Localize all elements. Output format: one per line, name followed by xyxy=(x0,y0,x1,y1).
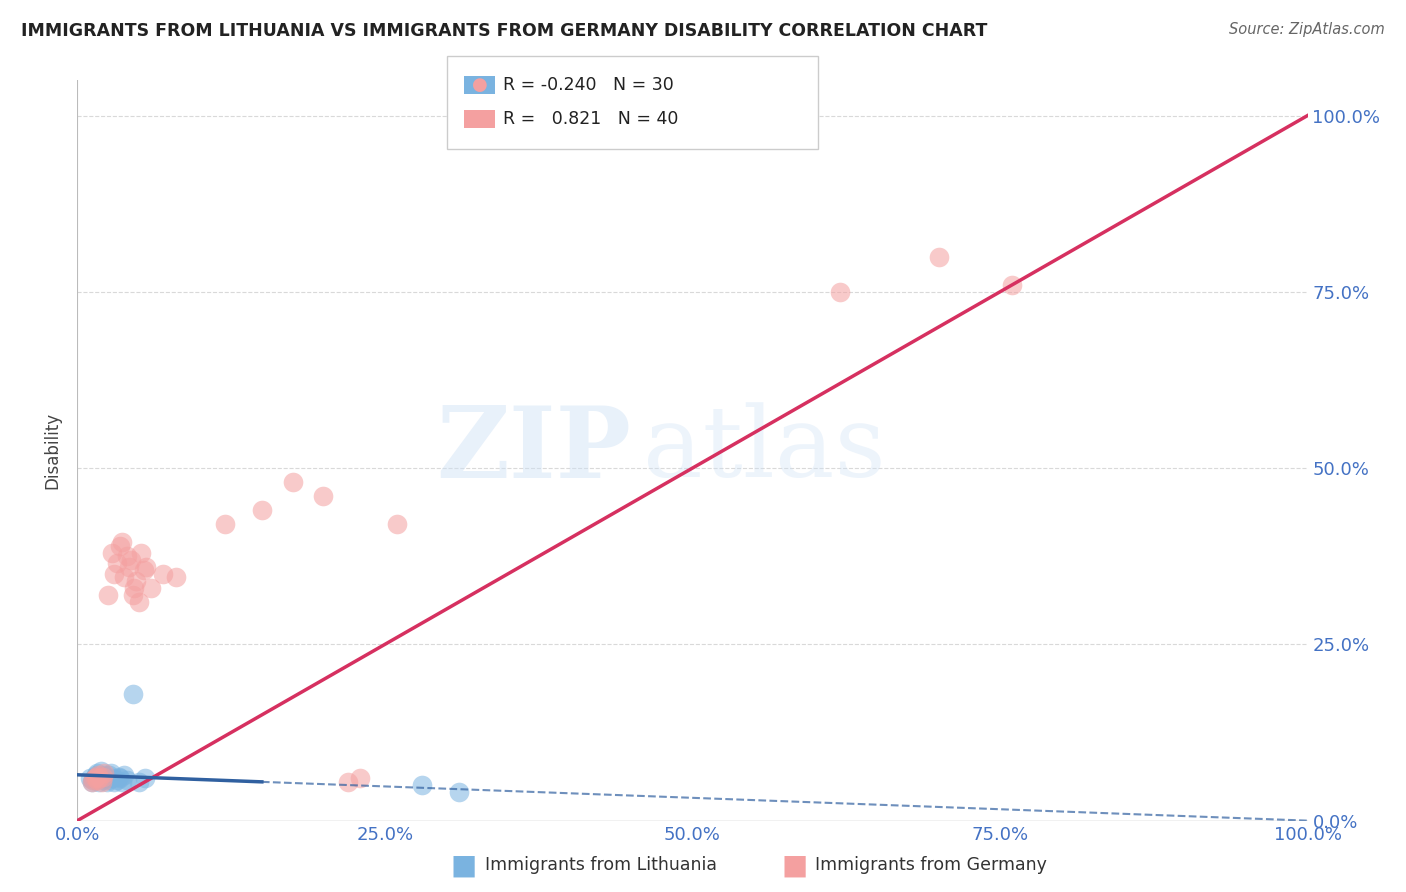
Point xyxy=(84,768,107,782)
Point xyxy=(100,765,122,780)
Point xyxy=(110,539,132,553)
Point xyxy=(98,768,121,782)
Point xyxy=(112,570,135,584)
Text: ■: ■ xyxy=(451,851,477,880)
Point xyxy=(128,775,150,789)
Point xyxy=(105,772,128,787)
Point xyxy=(135,559,157,574)
Point xyxy=(87,772,110,786)
Point xyxy=(97,772,120,787)
Point xyxy=(82,772,104,787)
Point xyxy=(89,775,111,789)
Point xyxy=(411,778,433,792)
Point xyxy=(121,687,143,701)
Point xyxy=(830,285,852,299)
Point xyxy=(447,785,470,799)
Point xyxy=(86,772,108,787)
Point xyxy=(90,764,112,779)
Point xyxy=(93,765,115,780)
Point xyxy=(141,581,163,595)
Text: R = -0.240   N = 30: R = -0.240 N = 30 xyxy=(503,76,673,94)
Point xyxy=(90,775,114,789)
Point xyxy=(115,549,138,564)
Point xyxy=(165,570,187,584)
Point xyxy=(128,595,150,609)
Text: ZIP: ZIP xyxy=(436,402,631,499)
Point xyxy=(152,566,174,581)
Point xyxy=(132,563,155,577)
Point xyxy=(214,517,236,532)
Point xyxy=(121,553,143,567)
Point xyxy=(129,546,153,560)
Point xyxy=(103,566,125,581)
Point xyxy=(103,775,125,789)
Point xyxy=(84,770,107,784)
Text: atlas: atlas xyxy=(644,402,886,499)
Point xyxy=(121,588,143,602)
Point xyxy=(349,772,371,786)
Point xyxy=(337,775,360,789)
Text: Immigrants from Lithuania: Immigrants from Lithuania xyxy=(485,856,717,874)
Point xyxy=(125,574,148,588)
Point xyxy=(312,489,335,503)
Point xyxy=(1001,277,1024,292)
Point xyxy=(82,772,104,787)
Point xyxy=(79,772,101,786)
Point xyxy=(110,772,132,786)
Point xyxy=(93,768,115,782)
Point xyxy=(111,535,132,549)
Text: Source: ZipAtlas.com: Source: ZipAtlas.com xyxy=(1229,22,1385,37)
Text: IMMIGRANTS FROM LITHUANIA VS IMMIGRANTS FROM GERMANY DISABILITY CORRELATION CHAR: IMMIGRANTS FROM LITHUANIA VS IMMIGRANTS … xyxy=(21,22,987,40)
Point xyxy=(87,768,110,782)
Point xyxy=(90,772,114,787)
Text: ■: ■ xyxy=(782,851,807,880)
Point xyxy=(115,772,138,787)
Point xyxy=(94,772,117,786)
Point xyxy=(89,772,111,786)
Point xyxy=(111,775,132,789)
Point xyxy=(91,770,114,784)
Point xyxy=(250,503,273,517)
Point xyxy=(83,772,105,786)
Point xyxy=(385,517,409,532)
Point xyxy=(83,770,105,784)
Text: ●: ● xyxy=(471,76,488,94)
Point xyxy=(82,775,104,789)
Point xyxy=(97,588,120,602)
Point xyxy=(134,772,156,786)
Point xyxy=(96,775,118,789)
Point xyxy=(101,546,124,560)
Point xyxy=(82,775,104,789)
Point xyxy=(105,556,128,570)
Point xyxy=(91,770,114,784)
Point xyxy=(118,559,141,574)
Text: Immigrants from Germany: Immigrants from Germany xyxy=(815,856,1047,874)
Point xyxy=(122,581,145,595)
Y-axis label: Disability: Disability xyxy=(44,412,62,489)
Point xyxy=(112,768,135,782)
Point xyxy=(101,772,124,786)
Point xyxy=(928,250,950,264)
Text: R =   0.821   N = 40: R = 0.821 N = 40 xyxy=(503,110,679,128)
Point xyxy=(86,765,108,780)
Point xyxy=(108,770,131,784)
Point xyxy=(281,475,304,490)
